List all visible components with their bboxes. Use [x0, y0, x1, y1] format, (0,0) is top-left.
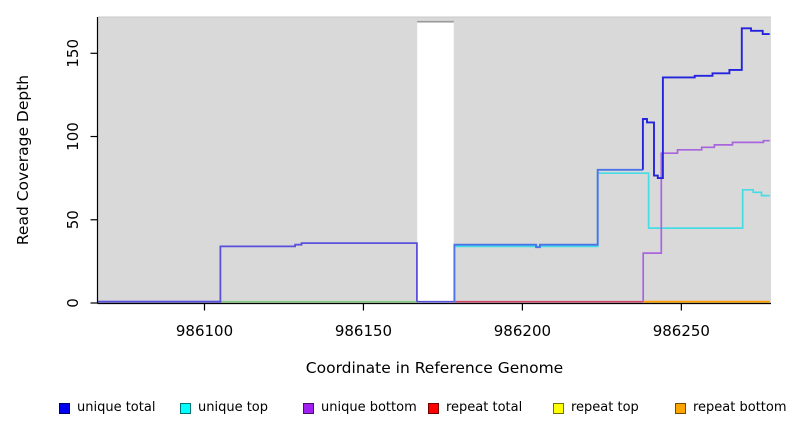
y-axis-title: Read Coverage Depth — [14, 75, 32, 245]
legend-item-unique-top: unique top — [180, 400, 268, 416]
legend: unique total unique top unique bottom re… — [0, 400, 792, 420]
repeat-total-swatch-icon — [428, 402, 439, 414]
unique-bottom-line — [642, 139, 770, 302]
repeat-top-swatch-icon — [553, 402, 564, 414]
unique-total-swatch-icon — [59, 402, 70, 414]
unique-pre-gap — [98, 242, 418, 303]
legend-label: repeat top — [571, 400, 639, 415]
legend-label: unique bottom — [321, 400, 417, 415]
legend-label: repeat bottom — [693, 400, 787, 415]
x-axis-title: Coordinate in Reference Genome — [306, 359, 563, 377]
repeat-bottom-swatch-icon — [675, 402, 686, 414]
y-tick-label: 100 — [64, 122, 82, 151]
y-tick-label: 150 — [64, 39, 82, 68]
unique-top-swatch-icon — [180, 402, 191, 414]
unique-top-line — [453, 172, 770, 302]
legend-label: unique total — [77, 400, 156, 415]
legend-label: unique top — [198, 400, 269, 415]
y-tick-label: 0 — [64, 298, 82, 308]
legend-item-unique-bottom: unique bottom — [303, 400, 417, 416]
legend-label: repeat total — [446, 400, 523, 415]
legend-item-repeat-top: repeat top — [553, 400, 639, 416]
unique-total-royal — [453, 168, 643, 302]
legend-item-repeat-bottom: repeat bottom — [675, 400, 787, 416]
x-tick-label: 986200 — [494, 322, 551, 340]
x-tick-label: 986100 — [176, 322, 233, 340]
coverage-plot-svg: 986100 986150 986200 986250 0 50 100 150 Coordin… — [14, 16, 771, 377]
x-tick-label: 986150 — [335, 322, 392, 340]
unique-total-navy — [641, 27, 770, 180]
masked-region — [417, 22, 454, 304]
legend-item-unique-total: unique total — [59, 400, 155, 416]
unique-bottom-swatch-icon — [303, 402, 314, 414]
y-tick-label: 50 — [64, 210, 82, 229]
legend-item-repeat-total: repeat total — [428, 400, 522, 416]
x-tick-label: 986250 — [653, 322, 710, 340]
